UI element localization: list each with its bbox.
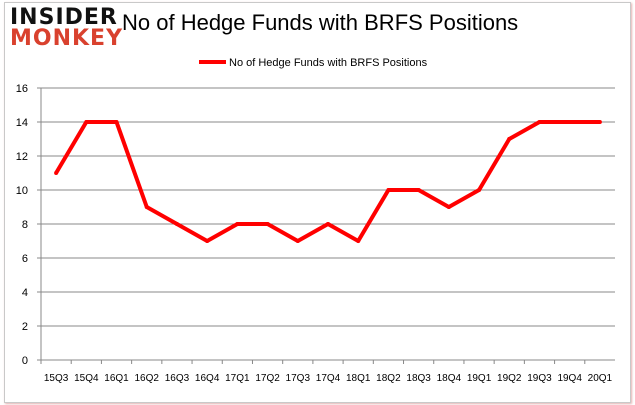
x-tick-label: 18Q3 bbox=[406, 373, 431, 384]
x-tick-label: 19Q2 bbox=[497, 373, 522, 384]
data-point bbox=[114, 120, 119, 124]
x-tick-label: 16Q1 bbox=[104, 373, 129, 384]
data-point bbox=[326, 222, 330, 226]
y-tick-label: 12 bbox=[16, 151, 28, 163]
data-point bbox=[446, 205, 451, 209]
x-tick-label: 16Q4 bbox=[195, 373, 220, 384]
y-tick-label: 16 bbox=[16, 83, 28, 95]
x-tick-label: 18Q4 bbox=[437, 373, 462, 384]
data-point bbox=[265, 222, 270, 226]
data-point bbox=[507, 137, 512, 141]
chart-title: No of Hedge Funds with BRFS Positions bbox=[122, 10, 519, 35]
x-tick-label: 19Q3 bbox=[527, 373, 552, 384]
data-point bbox=[386, 188, 391, 192]
x-tick-label: 17Q2 bbox=[255, 373, 280, 384]
x-tick-label: 15Q3 bbox=[44, 373, 69, 384]
y-tick-label: 14 bbox=[16, 117, 28, 129]
data-point bbox=[235, 222, 240, 226]
legend-label: No of Hedge Funds with BRFS Positions bbox=[229, 57, 428, 69]
y-tick-label: 10 bbox=[16, 185, 28, 197]
x-tick-label: 16Q3 bbox=[165, 373, 190, 384]
data-point bbox=[477, 188, 482, 192]
y-tick-label: 0 bbox=[22, 355, 28, 367]
y-tick-label: 4 bbox=[22, 287, 28, 299]
data-point bbox=[356, 239, 361, 243]
logo-insider: INSIDER bbox=[10, 5, 118, 30]
y-tick-label: 8 bbox=[22, 219, 28, 231]
data-point bbox=[205, 239, 210, 243]
data-point bbox=[597, 120, 602, 124]
data-point bbox=[567, 120, 572, 124]
logo-monkey: MONKEY bbox=[10, 26, 124, 51]
data-point bbox=[537, 120, 542, 124]
data-point bbox=[144, 205, 149, 209]
y-tick-label: 2 bbox=[22, 321, 28, 333]
y-tick-label: 6 bbox=[22, 253, 28, 265]
x-tick-label: 17Q3 bbox=[286, 373, 311, 384]
data-point bbox=[54, 171, 59, 175]
data-point bbox=[416, 188, 421, 192]
x-tick-label: 16Q2 bbox=[135, 373, 160, 384]
x-tick-label: 20Q1 bbox=[588, 373, 613, 384]
data-point bbox=[84, 120, 89, 124]
x-tick-label: 18Q1 bbox=[346, 373, 371, 384]
chart-frame bbox=[4, 2, 631, 403]
x-tick-label: 17Q1 bbox=[225, 373, 250, 384]
x-tick-label: 15Q4 bbox=[74, 373, 99, 384]
data-point bbox=[295, 239, 300, 243]
data-point bbox=[174, 222, 179, 226]
x-tick-label: 19Q1 bbox=[467, 373, 492, 384]
x-tick-label: 18Q2 bbox=[376, 373, 401, 384]
x-tick-label: 17Q4 bbox=[316, 373, 341, 384]
x-tick-label: 19Q4 bbox=[557, 373, 582, 384]
